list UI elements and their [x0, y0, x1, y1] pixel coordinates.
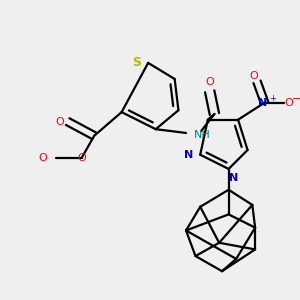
- Text: −: −: [292, 94, 300, 104]
- Text: O: O: [250, 71, 259, 81]
- Text: S: S: [132, 56, 141, 69]
- Text: O: O: [39, 153, 47, 163]
- Text: O: O: [284, 98, 292, 108]
- Text: +: +: [269, 94, 276, 103]
- Text: O: O: [56, 117, 64, 127]
- Text: O: O: [77, 153, 86, 163]
- Text: N: N: [258, 98, 267, 108]
- Text: N: N: [184, 150, 194, 160]
- Text: N: N: [229, 173, 238, 183]
- Text: O: O: [205, 77, 214, 87]
- Text: NH: NH: [194, 130, 210, 140]
